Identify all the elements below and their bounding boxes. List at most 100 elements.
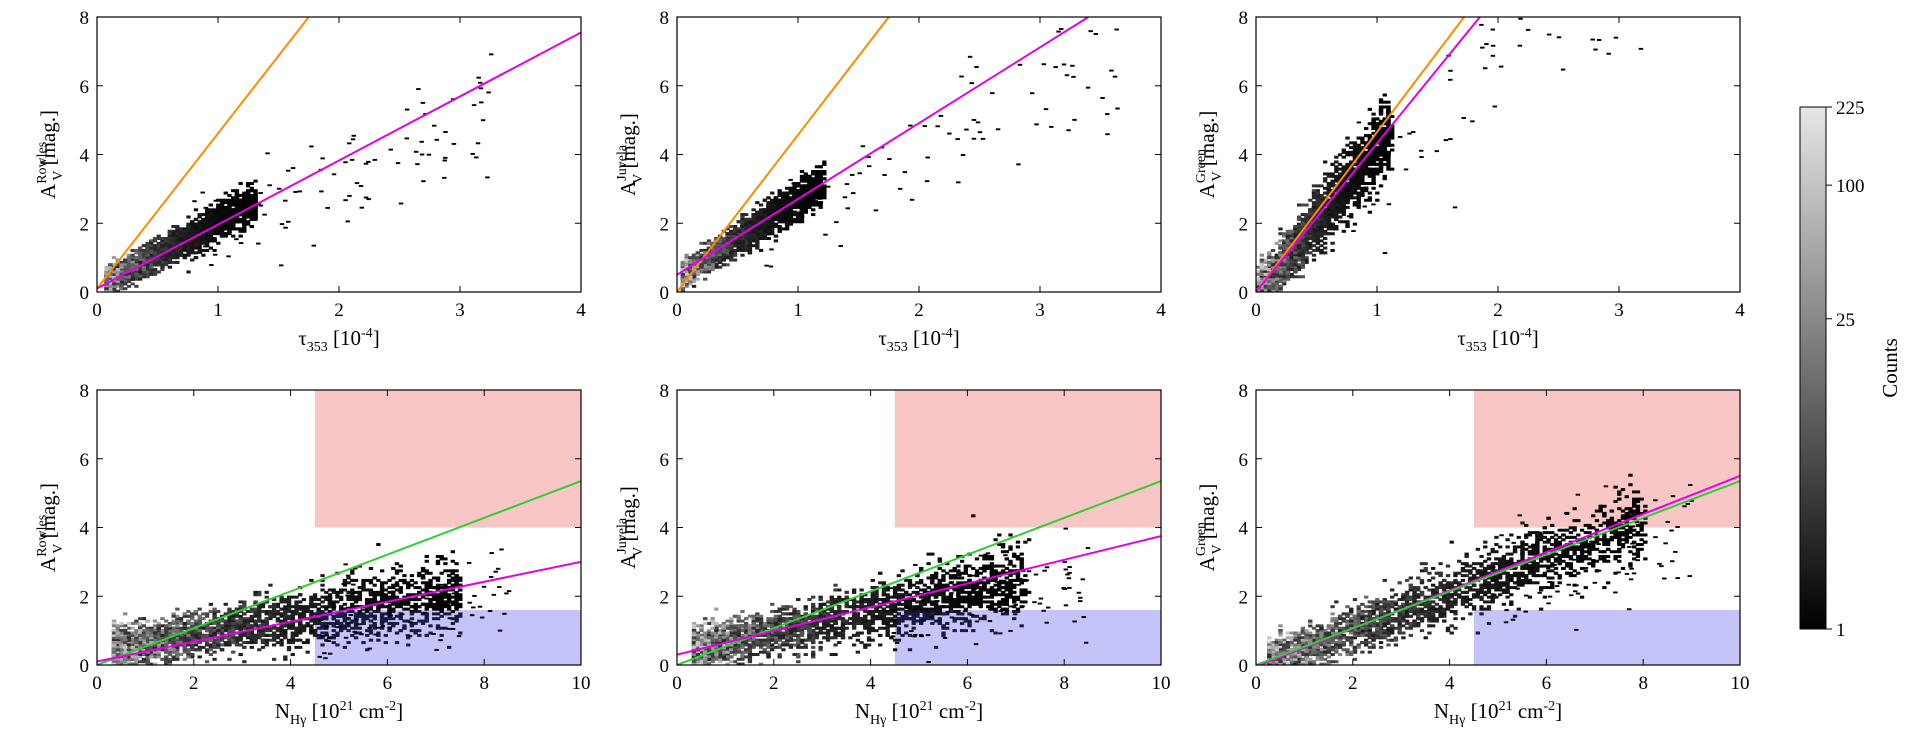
histogram-cell — [190, 220, 195, 224]
histogram-cell — [234, 217, 240, 221]
histogram-cell — [193, 229, 199, 233]
histogram-cell — [141, 265, 146, 269]
histogram-cell — [762, 232, 767, 236]
histogram-cell — [814, 179, 820, 183]
histogram-cell — [149, 256, 154, 260]
histogram-cell — [245, 191, 251, 195]
histogram-cell — [190, 248, 195, 252]
histogram-cell — [799, 201, 805, 205]
histogram-cell — [204, 208, 210, 212]
histogram-cell — [216, 198, 221, 202]
histogram-cell — [167, 260, 173, 264]
histogram-cell — [744, 213, 749, 217]
histogram-cell — [234, 227, 240, 231]
histogram-cell — [725, 239, 730, 243]
histogram-cell — [744, 234, 749, 238]
histogram-cell — [175, 237, 180, 240]
histogram-cell — [258, 192, 263, 195]
histogram-cell — [137, 275, 143, 279]
histogram-cell — [706, 256, 712, 260]
histogram-cell — [164, 237, 169, 240]
histogram-cell — [242, 198, 247, 202]
histogram-cell — [119, 260, 124, 264]
histogram-cell — [206, 227, 212, 230]
histogram-cell — [231, 208, 236, 212]
histogram-cell — [725, 237, 730, 240]
histogram-cell — [130, 270, 135, 274]
histogram-cell — [781, 215, 786, 219]
histogram-cell — [212, 239, 217, 243]
histogram-cell — [695, 272, 700, 276]
histogram-cell — [145, 275, 150, 279]
histogram-cell — [238, 229, 243, 233]
histogram-cell — [119, 282, 124, 286]
histogram-cell — [245, 213, 251, 217]
histogram-cell — [227, 203, 232, 207]
histogram-cell — [751, 227, 756, 231]
histogram-cell — [238, 203, 243, 207]
histogram-cell — [245, 205, 251, 209]
x-tick-label: 2 — [334, 300, 344, 321]
histogram-cell — [245, 189, 251, 193]
histogram-cell — [807, 196, 812, 200]
histogram-cell — [758, 222, 764, 226]
histogram-cell — [213, 199, 219, 202]
histogram-cell — [201, 234, 206, 238]
histogram-cell — [349, 158, 355, 161]
histogram-cell — [818, 201, 823, 205]
histogram-cell — [725, 246, 730, 250]
histogram-cell — [680, 289, 686, 292]
histogram-cell — [784, 217, 790, 221]
histogram-cell — [231, 203, 236, 207]
histogram-cell — [137, 253, 143, 257]
histogram-cell — [234, 203, 240, 206]
histogram-cell — [111, 272, 117, 276]
histogram-cell — [814, 172, 820, 176]
histogram-cell — [354, 182, 360, 185]
histogram-cell — [762, 208, 767, 212]
histogram-cell — [688, 268, 693, 272]
histogram-cell — [111, 280, 117, 284]
histogram-cell — [216, 232, 221, 236]
histogram-cell — [178, 251, 184, 255]
histogram-cell — [141, 268, 146, 272]
histogram-cell — [766, 201, 771, 205]
histogram-cell — [762, 222, 767, 226]
histogram-cell — [680, 287, 686, 291]
histogram-cell — [115, 270, 120, 274]
histogram-cell — [137, 265, 143, 269]
histogram-cell — [152, 251, 158, 255]
histogram-cell — [818, 193, 823, 197]
histogram-cell — [123, 282, 128, 286]
histogram-cell — [803, 186, 808, 190]
histogram-cell — [744, 248, 749, 252]
histogram-cell — [201, 220, 206, 224]
histogram-cell — [190, 234, 195, 238]
histogram-cell — [178, 248, 184, 252]
histogram-cell — [474, 156, 479, 159]
histogram-cell — [212, 253, 218, 256]
histogram-cell — [115, 280, 120, 284]
histogram-cell — [160, 268, 165, 272]
histogram-cell — [219, 227, 225, 231]
histogram-cell — [126, 256, 132, 260]
histogram-cell — [141, 260, 146, 264]
histogram-cell — [729, 246, 734, 250]
histogram-cell — [152, 272, 158, 276]
histogram-cell — [740, 217, 745, 221]
histogram-cell — [197, 244, 202, 248]
histogram-cell — [115, 272, 120, 276]
histogram-cell — [149, 241, 154, 245]
histogram-cell — [732, 253, 738, 257]
histogram-cell — [249, 196, 254, 200]
histogram-cell — [164, 258, 169, 262]
histogram-cell — [773, 234, 779, 238]
histogram-cell — [108, 282, 113, 286]
histogram-cell — [784, 225, 790, 229]
histogram-cell — [267, 184, 272, 187]
histogram-cell — [126, 280, 132, 284]
histogram-cell — [714, 265, 719, 269]
histogram-cell — [186, 253, 191, 257]
histogram-cell — [171, 253, 176, 257]
